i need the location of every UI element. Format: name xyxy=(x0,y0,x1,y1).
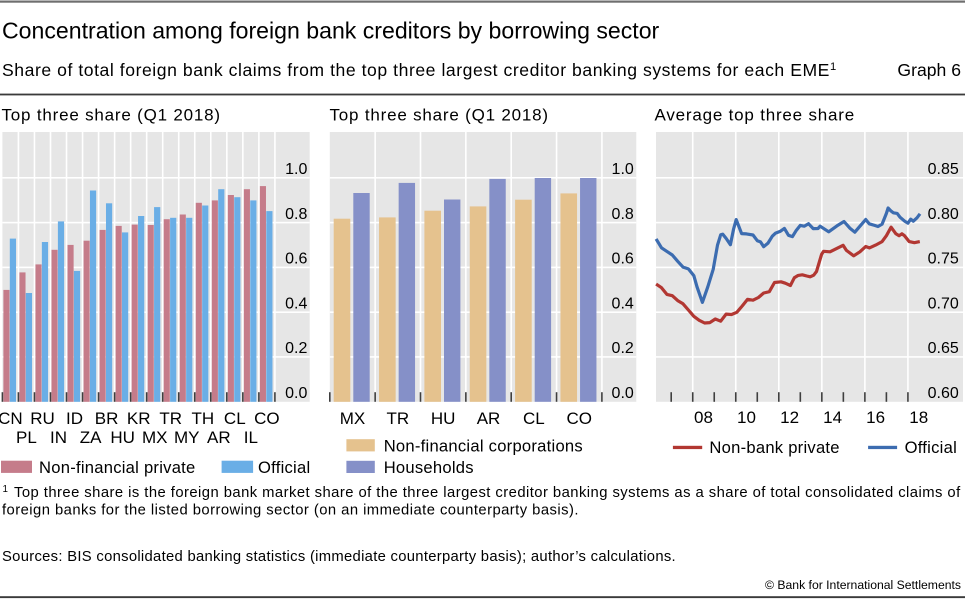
svg-text:MX: MX xyxy=(142,428,168,447)
svg-text:1: 1 xyxy=(3,484,8,495)
svg-text:Sources: BIS consolidated bank: Sources: BIS consolidated banking statis… xyxy=(2,549,676,565)
svg-text:PL: PL xyxy=(16,428,37,447)
svg-text:0.6: 0.6 xyxy=(612,251,634,268)
svg-text:0.2: 0.2 xyxy=(285,340,307,357)
svg-text:TR: TR xyxy=(386,409,409,428)
svg-text:CL: CL xyxy=(523,409,545,428)
svg-text:KR: KR xyxy=(127,409,151,428)
svg-text:ZA: ZA xyxy=(80,428,102,447)
svg-text:CO: CO xyxy=(566,409,592,428)
svg-text:Non-bank private: Non-bank private xyxy=(709,438,839,457)
svg-text:0.65: 0.65 xyxy=(928,340,959,357)
svg-text:Official: Official xyxy=(905,438,957,457)
svg-text:foreign banks for the listed b: foreign banks for the listed borrowing s… xyxy=(2,503,579,519)
svg-text:14: 14 xyxy=(823,408,842,427)
svg-text:BR: BR xyxy=(95,409,119,428)
svg-text:Graph 6: Graph 6 xyxy=(897,60,961,80)
svg-text:Households: Households xyxy=(384,458,474,477)
svg-text:MY: MY xyxy=(174,428,200,447)
svg-text:0.8: 0.8 xyxy=(285,206,307,223)
svg-text:TR: TR xyxy=(159,409,182,428)
svg-text:Top three share (Q1 2018): Top three share (Q1 2018) xyxy=(2,105,221,124)
svg-text:TH: TH xyxy=(191,409,214,428)
svg-text:12: 12 xyxy=(780,408,799,427)
svg-text:HU: HU xyxy=(110,428,135,447)
svg-text:0.80: 0.80 xyxy=(928,206,959,223)
svg-text:1.0: 1.0 xyxy=(612,161,634,178)
svg-text:0.0: 0.0 xyxy=(612,385,634,402)
svg-text:10: 10 xyxy=(737,408,756,427)
svg-text:Official: Official xyxy=(258,458,310,477)
svg-text:CL: CL xyxy=(224,409,246,428)
svg-text:0.85: 0.85 xyxy=(928,161,959,178)
svg-text:0.4: 0.4 xyxy=(285,295,307,312)
svg-text:CO: CO xyxy=(254,409,280,428)
svg-text:Concentration among foreign ba: Concentration among foreign bank credito… xyxy=(2,18,660,44)
svg-text:RU: RU xyxy=(30,409,55,428)
svg-text:MX: MX xyxy=(340,409,366,428)
svg-text:ID: ID xyxy=(66,409,83,428)
svg-text:Non-financial private: Non-financial private xyxy=(39,458,196,477)
svg-text:0.4: 0.4 xyxy=(612,295,634,312)
svg-text:CN: CN xyxy=(0,409,23,428)
svg-text:0.6: 0.6 xyxy=(285,251,307,268)
svg-text:0.8: 0.8 xyxy=(612,206,634,223)
svg-text:Average top three share: Average top three share xyxy=(655,105,856,124)
svg-text:08: 08 xyxy=(694,408,713,427)
svg-text:0.75: 0.75 xyxy=(928,251,959,268)
svg-text:Top three share is the foreign: Top three share is the foreign bank mark… xyxy=(14,485,961,501)
svg-text:0.60: 0.60 xyxy=(928,385,959,402)
svg-text:18: 18 xyxy=(909,408,928,427)
svg-text:AR: AR xyxy=(477,409,501,428)
svg-text:1.0: 1.0 xyxy=(285,161,307,178)
svg-text:Share of total foreign bank cl: Share of total foreign bank claims from … xyxy=(2,60,837,80)
svg-text:© Bank for International Settl: © Bank for International Settlements xyxy=(765,578,961,592)
svg-text:0.0: 0.0 xyxy=(285,385,307,402)
svg-text:Top three share (Q1 2018): Top three share (Q1 2018) xyxy=(330,105,549,124)
svg-text:AR: AR xyxy=(207,428,231,447)
svg-text:IL: IL xyxy=(244,428,258,447)
svg-text:0.2: 0.2 xyxy=(612,340,634,357)
svg-text:Non-financial corporations: Non-financial corporations xyxy=(384,436,583,455)
svg-text:HU: HU xyxy=(431,409,456,428)
svg-text:0.70: 0.70 xyxy=(928,295,959,312)
svg-text:IN: IN xyxy=(50,428,67,447)
svg-text:16: 16 xyxy=(866,408,885,427)
